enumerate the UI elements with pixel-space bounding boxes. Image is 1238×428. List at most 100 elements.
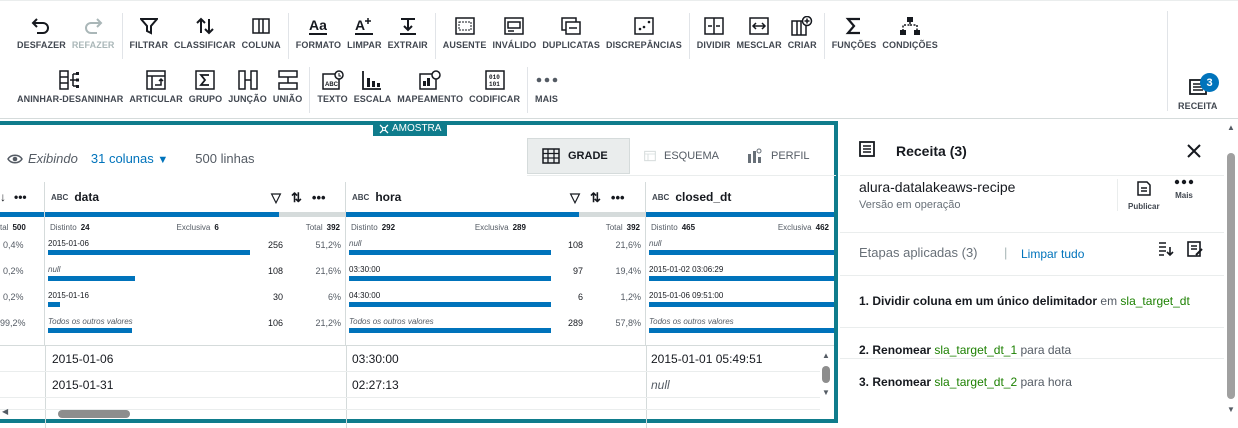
recipe-more-button[interactable]: Mais [1174,179,1194,200]
tab-profile[interactable]: PERFIL [733,138,836,174]
value-row[interactable]: 04:30:00 6 1,2% [346,287,645,313]
redo-button[interactable]: REFAZER [69,13,118,59]
value-row[interactable]: Todos os outros valores 106 21,2% [45,313,345,339]
column-menu-icon[interactable]: ••• [610,190,625,205]
type-string-icon: ABC [51,192,69,202]
clear-all-link[interactable]: Limpar tudo [1021,247,1085,261]
scroll-down-icon[interactable]: ▼ [822,388,830,397]
column-stats: Distinto 24 Exclusiva 6 Total 392 [50,223,340,232]
toolbar-row-1: DESFAZER REFAZER FILTRAR CLASSIFICAR COL… [14,13,949,59]
quality-bar [45,212,345,217]
recipe-header: Receita (3) [840,121,1224,176]
recipe-step-2[interactable]: 2. Renomear sla_target_dt_1 para data [840,333,1224,359]
quality-bar [646,212,834,217]
filter-icon[interactable]: ▽ [570,190,580,205]
scroll-up-icon[interactable]: ▲ [822,351,830,360]
value-row[interactable]: 2015-01-16 30 6% [45,287,345,313]
scroll-thumb[interactable] [1227,153,1235,399]
value-row: 0,2% [3,266,24,276]
value-row[interactable]: null 108 21,6% [45,261,345,287]
missing-button[interactable]: AUSENTE [440,13,490,59]
encode-button[interactable]: 010 101 CODIFICAR [466,67,523,113]
group-button[interactable]: GRUPO [186,67,226,113]
extract-icon [398,13,418,39]
value-row[interactable]: Todos os outros valores 289 57,8% [346,313,645,339]
reshape-group: ANINHAR-DESANINHAR ARTICULAR GRUPO JUNÇÃ… [14,67,311,113]
duplicates-button[interactable]: DUPLICATAS [539,13,603,59]
sort-icon[interactable]: ⇅ [291,190,302,205]
text-button[interactable]: ABC TEXTO [314,67,350,113]
scroll-down-icon[interactable]: ▼ [1227,405,1235,414]
column-header-hora[interactable]: ABC hora ▽ ⇅ ••• [346,182,645,212]
recipe-scrollbar[interactable]: ▲ ▼ [1224,121,1238,427]
sort-icon[interactable]: ↓ [0,190,6,204]
value-row[interactable]: null 108 21,6% [346,235,645,261]
value-row[interactable]: 2015-01-06 09:51:00 [646,287,834,313]
format-button[interactable]: Aa FORMATO [293,13,344,59]
grid-vertical-scrollbar[interactable]: ▲ ▼ [820,351,832,413]
filter-button[interactable]: FILTRAR [127,13,172,59]
split-button[interactable]: DIVIDIR [694,13,734,59]
edit-steps-icon[interactable] [1187,241,1203,257]
column-header-closed-dt[interactable]: ABC closed_dt [646,182,834,212]
undo-button[interactable]: DESFAZER [14,13,69,59]
sort-button[interactable]: CLASSIFICAR [171,13,239,59]
mapping-button[interactable]: MAPEAMENTO [394,67,466,113]
table-row-partial [0,398,820,410]
column-menu-icon[interactable]: ••• [311,190,326,205]
value-row[interactable]: 03:30:00 97 19,4% [346,261,645,287]
join-button[interactable]: JUNÇÃO [225,67,270,113]
pivot-icon [146,67,166,93]
scale-button[interactable]: ESCALA [351,67,395,113]
tab-schema[interactable]: ESQUEMA [630,138,733,174]
svg-text:ABC: ABC [325,82,339,88]
publish-button[interactable]: Publicar [1117,179,1160,211]
profile-icon [748,148,762,163]
close-icon[interactable] [1187,144,1201,158]
tab-grid[interactable]: GRADE [527,138,630,174]
quality-bar [346,212,645,217]
pivot-button[interactable]: ARTICULAR [126,67,185,113]
grid-horizontal-scroll-thumb[interactable] [58,410,130,418]
sample-tag[interactable]: AMOSTRA [373,121,448,136]
value-row[interactable]: 2015-01-02 03:06:29 [646,261,834,287]
svg-text:010: 010 [489,74,500,81]
column-button[interactable]: COLUNA [239,13,284,59]
more-button[interactable]: MAIS [532,67,561,113]
extract-button[interactable]: EXTRAIR [385,13,431,59]
value-row[interactable]: 2015-01-06 256 51,2% [45,235,345,261]
nest-unnest-button[interactable]: ANINHAR-DESANINHAR [14,67,126,113]
clean-button[interactable]: A LIMPAR [344,13,384,59]
filter-icon[interactable]: ▽ [271,190,281,205]
recipe-toggle-button[interactable]: 3 RECEITA [1178,73,1219,111]
columns-dropdown[interactable]: 31 colunas ▼ [90,151,169,166]
create-button[interactable]: CRIAR [785,13,820,59]
split-icon [703,13,724,39]
redo-icon [83,13,103,39]
value-row[interactable]: null [646,235,834,261]
outliers-icon [634,13,654,39]
recipe-step-3[interactable]: 3. Renomear sla_target_dt_2 para hora [859,375,1072,389]
invalid-button[interactable]: INVÁLIDO [490,13,540,59]
applied-steps-label: Etapas aplicadas (3) [859,245,978,260]
table-row[interactable]: 2015-01-31 02:27:13 null [0,372,820,398]
outliers-button[interactable]: DISCREPÂNCIAS [603,13,685,59]
column-profile-data: ABC data ▽ ⇅ ••• Distinto 24 Exclusiva 6 T… [45,182,346,345]
table-row[interactable]: 2015-01-06 03:30:00 2015-01-01 05:49:51 [0,346,820,372]
sort-icon[interactable]: ⇅ [590,190,601,205]
recipe-step-1[interactable]: 1. Dividir coluna em um único delimitado… [840,284,1224,328]
add-step-icon[interactable] [1158,241,1174,257]
format-group: Aa FORMATO A LIMPAR EXTRAIR [293,13,436,59]
conditions-button[interactable]: CONDIÇÕES [879,13,940,59]
merge-button[interactable]: MESCLAR [734,13,785,59]
column-header-data[interactable]: ABC data ▽ ⇅ ••• [45,182,345,212]
scroll-left-icon[interactable]: ◀ [2,407,9,416]
value-row[interactable]: Todos os outros valores [646,313,834,339]
separator: | [1004,245,1008,260]
column-menu-icon[interactable]: ••• [14,190,27,204]
functions-button[interactable]: FUNÇÕES [829,13,880,59]
recipe-panel: Receita (3) alura-datalakeaws-recipe Ver… [840,121,1238,427]
scroll-up-icon[interactable]: ▲ [1227,123,1235,132]
union-button[interactable]: UNIÃO [270,67,306,113]
scroll-thumb[interactable] [822,366,830,383]
